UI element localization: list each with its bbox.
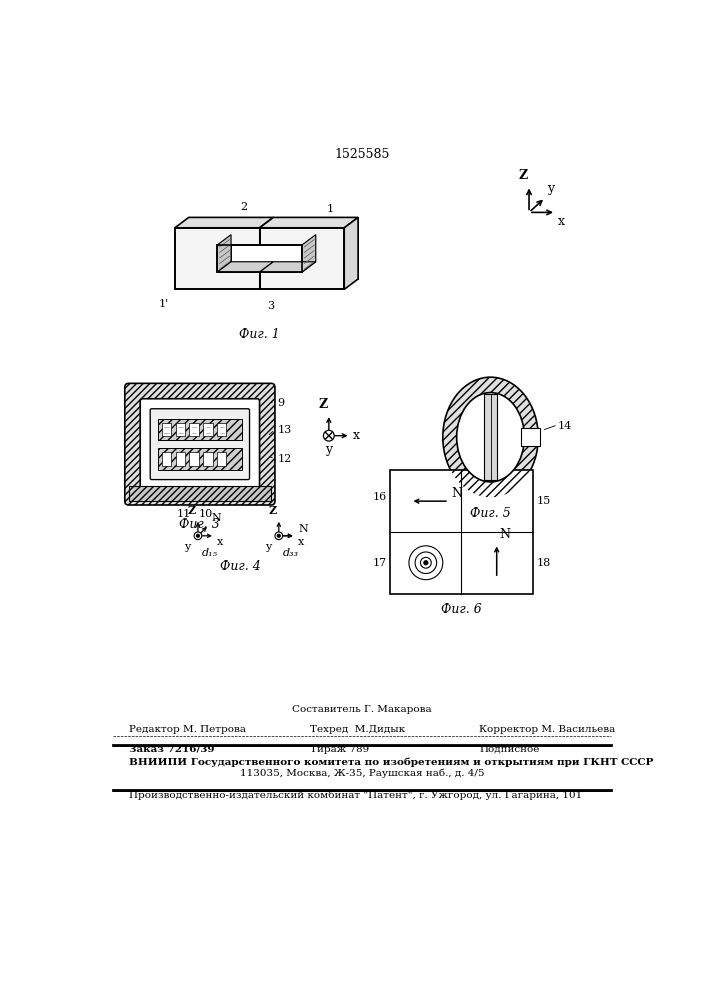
Text: 9: 9 (277, 398, 284, 408)
Text: d₃₃: d₃₃ (283, 548, 299, 558)
Text: Подписное: Подписное (479, 745, 539, 754)
Text: Фиг. 3: Фиг. 3 (179, 518, 220, 531)
Text: N: N (211, 513, 221, 523)
Text: 17: 17 (373, 558, 387, 568)
Text: Заказ 7216/39: Заказ 7216/39 (129, 745, 214, 754)
Bar (484, 394, 498, 480)
Ellipse shape (457, 393, 525, 482)
Text: y: y (184, 542, 190, 552)
Text: 18: 18 (537, 558, 551, 568)
Polygon shape (259, 262, 274, 289)
Text: N: N (499, 528, 510, 541)
Text: x: x (559, 215, 566, 228)
Text: 15: 15 (537, 496, 551, 506)
Text: 11: 11 (177, 509, 191, 519)
Text: 1: 1 (327, 204, 334, 214)
Text: 3: 3 (267, 301, 274, 311)
Circle shape (197, 534, 199, 537)
Circle shape (275, 532, 283, 540)
Text: Фиг. 6: Фиг. 6 (441, 603, 481, 616)
Text: 2: 2 (240, 202, 247, 212)
Polygon shape (175, 217, 274, 228)
Bar (217, 423, 226, 436)
Text: 113035, Москва, Ж-35, Раушская наб., д. 4/5: 113035, Москва, Ж-35, Раушская наб., д. … (240, 769, 484, 778)
Circle shape (424, 561, 428, 565)
Circle shape (324, 430, 334, 441)
Text: 1525585: 1525585 (334, 148, 390, 161)
Text: 16: 16 (373, 492, 387, 502)
Polygon shape (259, 217, 274, 245)
Bar (189, 452, 199, 466)
Text: Фиг. 4: Фиг. 4 (220, 560, 261, 573)
Text: y: y (547, 182, 555, 195)
Circle shape (194, 532, 201, 540)
Text: Z: Z (269, 505, 276, 516)
Text: 1': 1' (158, 299, 169, 309)
Polygon shape (344, 217, 358, 289)
Bar (189, 423, 199, 436)
Bar (390, 470, 533, 594)
Text: ВНИИПИ Государственного комитета по изобретениям и открытиям при ГКНТ СССР: ВНИИПИ Государственного комитета по изоб… (129, 757, 653, 767)
Bar (158, 419, 242, 440)
Text: x: x (217, 537, 223, 547)
Polygon shape (302, 235, 316, 272)
FancyBboxPatch shape (125, 383, 275, 505)
Text: N: N (451, 487, 462, 500)
Bar (175, 452, 185, 466)
Bar (162, 423, 171, 436)
Polygon shape (217, 262, 274, 272)
Text: x: x (353, 429, 360, 442)
Text: Фиг. 1: Фиг. 1 (239, 328, 280, 341)
FancyBboxPatch shape (140, 399, 259, 490)
Circle shape (277, 534, 280, 537)
Bar (129, 486, 271, 501)
Text: 13: 13 (277, 425, 291, 435)
Ellipse shape (443, 377, 538, 497)
Text: Фиг. 5: Фиг. 5 (470, 507, 511, 520)
Text: y: y (265, 542, 271, 552)
Text: Z: Z (318, 398, 327, 411)
Text: Тираж 789: Тираж 789 (310, 745, 369, 754)
Text: Техред  М.Дидык: Техред М.Дидык (310, 725, 404, 734)
FancyBboxPatch shape (150, 409, 250, 480)
Bar (162, 452, 171, 466)
Text: 12: 12 (277, 454, 291, 464)
Polygon shape (175, 228, 259, 289)
Text: Z: Z (187, 505, 196, 516)
Text: Z: Z (518, 169, 527, 182)
Polygon shape (259, 228, 344, 289)
Text: Редактор М. Петрова: Редактор М. Петрова (129, 725, 245, 734)
Text: d₁₅: d₁₅ (201, 548, 218, 558)
Text: N: N (298, 524, 308, 534)
Bar (204, 423, 213, 436)
Polygon shape (274, 217, 358, 279)
Polygon shape (217, 235, 231, 272)
Text: y: y (325, 443, 332, 456)
Bar (204, 452, 213, 466)
Text: 10: 10 (199, 509, 213, 519)
Text: Производственно-издательский комбинат "Патент", г. Ужгород, ул. Гагарина, 101: Производственно-издательский комбинат "П… (129, 790, 582, 800)
Text: x: x (298, 537, 304, 547)
Polygon shape (189, 217, 274, 279)
Text: Составитель Г. Макарова: Составитель Г. Макарова (292, 705, 432, 714)
Text: 14: 14 (558, 421, 572, 431)
Bar (520, 428, 540, 446)
Polygon shape (259, 217, 358, 228)
Bar (175, 423, 185, 436)
Polygon shape (259, 262, 316, 272)
Bar (217, 452, 226, 466)
Bar (158, 448, 242, 470)
Text: Корректор М. Васильева: Корректор М. Васильева (479, 725, 615, 734)
